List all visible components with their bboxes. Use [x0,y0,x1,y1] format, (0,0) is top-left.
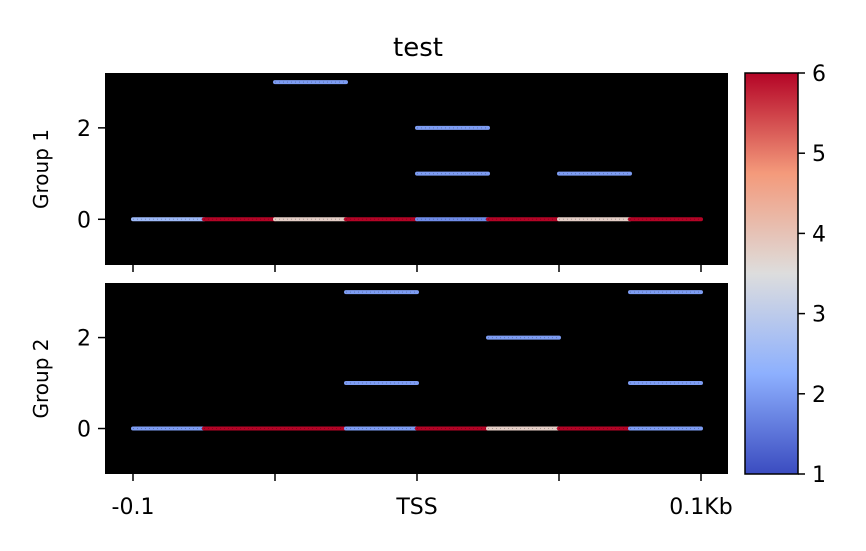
colorbar-tick-label: 2 [812,383,826,408]
panel-1: 0 2 Group 1 [29,73,728,272]
panel-background [105,73,728,265]
y-axis-label: Group 2 [29,339,53,419]
y-tick-label: 0 [77,208,91,233]
colorbar-gradient [744,72,799,475]
panel-2: 0 2 Group 2 [29,283,728,481]
x-tick-label: TSS [395,495,437,520]
x-tick-label: 0.1Kb [669,495,732,520]
panel-background [105,283,728,474]
x-tick-label: -0.1 [112,495,155,520]
colorbar-tick-label: 6 [812,62,826,87]
colorbar-tick-label: 4 [812,222,826,247]
colorbar: 1 2 3 4 5 6 [744,62,826,488]
y-tick-label: 2 [77,327,91,352]
y-tick-label: 2 [77,117,91,142]
colorbar-tick-label: 3 [812,303,826,328]
colorbar-tick-label: 5 [812,142,826,167]
y-tick-label: 0 [77,418,91,443]
y-axis-label: Group 1 [29,129,53,209]
colorbar-tick-label: 1 [812,463,826,488]
chart-title: test [393,33,443,63]
